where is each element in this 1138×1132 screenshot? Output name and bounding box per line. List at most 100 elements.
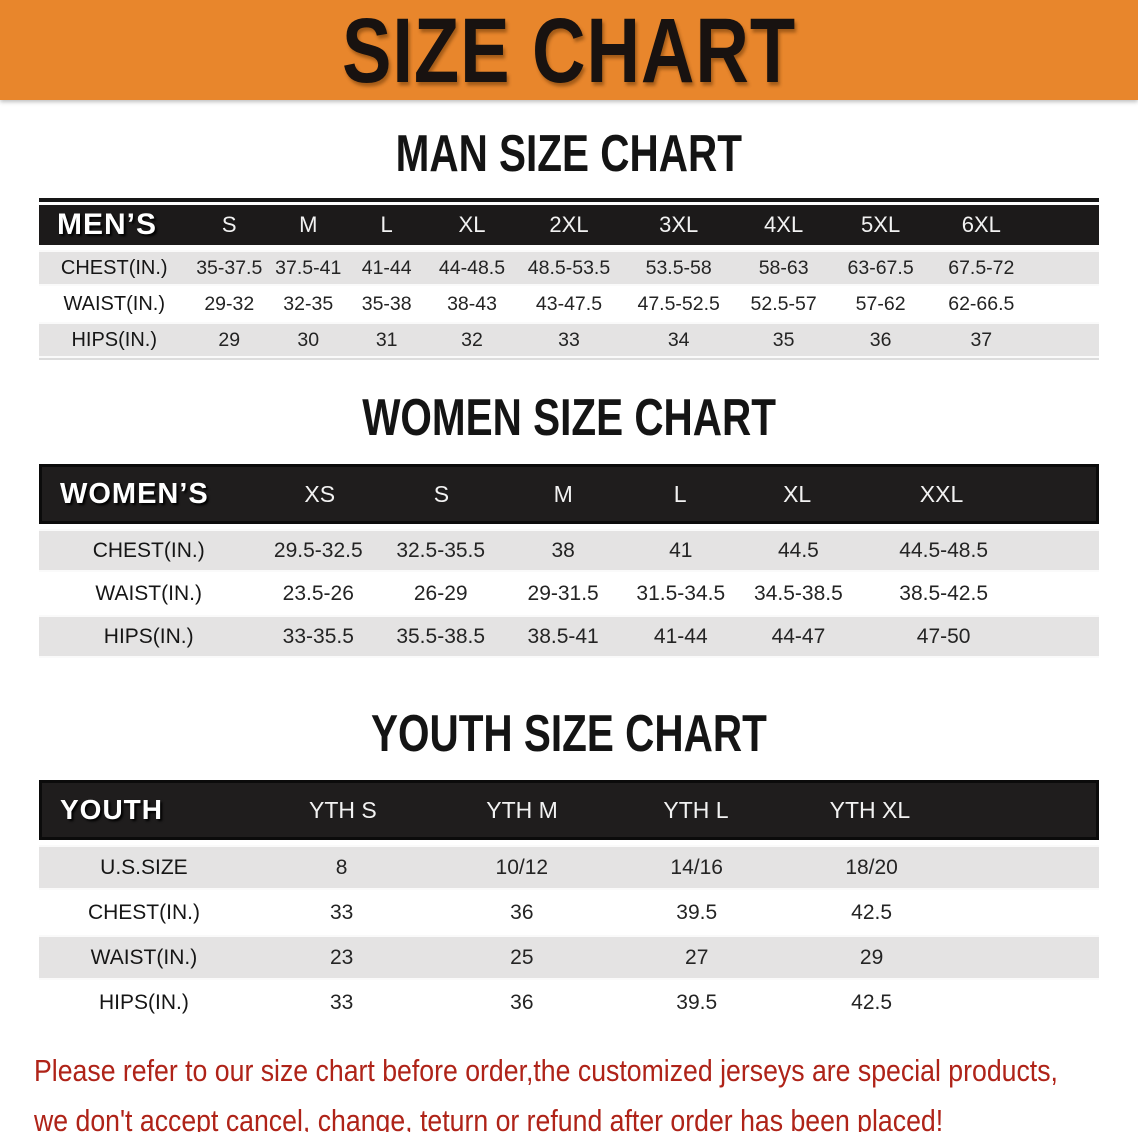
size-value-cell: 48.5-53.5 (527, 256, 611, 279)
column-header: L (673, 480, 687, 507)
size-value-cell: 29-31.5 (527, 581, 599, 605)
column-header: XS (304, 480, 336, 507)
column-header: M (299, 212, 318, 237)
size-value-cell: 29-32 (204, 292, 255, 315)
banner-title: SIZE CHART (341, 0, 797, 102)
table-row: HIPS(IN.) 33 36 39.5 42.5 (39, 980, 1099, 1025)
table-row: HIPS(IN.) 33-35.5 35.5-38.5 38.5-41 41-4… (39, 615, 1099, 658)
size-value-cell: 27 (685, 945, 709, 969)
size-value-cell: 23.5-26 (282, 581, 354, 605)
footer-note: Please refer to our size chart before or… (0, 1049, 1138, 1132)
column-header: XXL (919, 480, 964, 507)
size-value-cell: 39.5 (676, 990, 718, 1014)
size-value-cell: 41-44 (653, 624, 708, 648)
size-value-cell: 47-50 (916, 624, 971, 648)
size-value-cell: 53.5-58 (645, 256, 712, 279)
size-value-cell: 35-37.5 (196, 256, 263, 279)
size-value-cell: 37 (970, 328, 993, 351)
row-label: WAIST(IN.) (90, 945, 198, 969)
youth-section-heading: YOUTH SIZE CHART (0, 658, 1138, 780)
size-value-cell: 33 (558, 328, 580, 351)
size-value-cell: 44.5-48.5 (899, 538, 989, 562)
section-youth: YOUTH SIZE CHART YOUTH YTH S YTH M YTH L… (0, 658, 1138, 1025)
table-header-row: YOUTH YTH S YTH M YTH L YTH XL (39, 780, 1099, 840)
size-value-cell: 33-35.5 (282, 624, 354, 648)
row-label: CHEST(IN.) (60, 256, 168, 279)
size-value-cell: 41-44 (361, 256, 412, 279)
size-value-cell: 44.5 (777, 538, 819, 562)
table-title-cell: WOMEN’S (60, 477, 209, 510)
note-line-1: Please refer to our size chart before or… (34, 1053, 1058, 1088)
row-label: CHEST(IN.) (92, 538, 205, 562)
table-row: WAIST(IN.) 23.5-26 26-29 29-31.5 31.5-34… (39, 572, 1099, 615)
table-row: WAIST(IN.) 23 25 27 29 (39, 935, 1099, 980)
size-value-cell: 34.5-38.5 (754, 581, 843, 605)
column-header: 4XL (764, 212, 804, 237)
size-value-cell: 63-67.5 (847, 256, 914, 279)
size-value-cell: 32-35 (283, 292, 334, 315)
size-value-cell: 8 (335, 855, 348, 879)
size-value-cell: 62-66.5 (948, 292, 1015, 315)
column-header: 5XL (861, 212, 901, 237)
size-value-cell: 10/12 (495, 855, 549, 879)
size-value-cell: 36 (510, 900, 534, 924)
table-header-row: MEN’S S M L XL 2XL 3XL 4XL 5XL 6XL (39, 205, 1099, 245)
column-header: XL (783, 480, 812, 507)
note-line-2: we don't accept cancel, change, teturn o… (34, 1103, 944, 1132)
size-value-cell: 29 (218, 328, 241, 351)
size-value-cell: 42.5 (851, 990, 893, 1014)
youth-heading-text: YOUTH SIZE CHART (371, 703, 767, 763)
column-header: S (221, 212, 237, 237)
size-value-cell: 33 (329, 900, 354, 924)
table-title-cell: YOUTH (60, 794, 163, 825)
size-value-cell: 42.5 (851, 900, 893, 924)
size-value-cell: 38-43 (447, 292, 497, 315)
womens-size-table: WOMEN’S XS S M L XL XXL CHEST(IN.) 29.5-… (39, 464, 1099, 658)
column-header: XL (458, 212, 486, 237)
column-header: 3XL (659, 212, 699, 237)
size-value-cell: 18/20 (845, 855, 898, 879)
size-value-cell: 23 (329, 945, 354, 969)
women-section-heading: WOMEN SIZE CHART (0, 360, 1138, 464)
row-label: WAIST(IN.) (63, 292, 165, 315)
banner: SIZE CHART (0, 0, 1138, 101)
column-header: YTH XL (829, 796, 911, 823)
size-value-cell: 30 (297, 328, 320, 351)
men-section-heading: MAN SIZE CHART (0, 100, 1138, 198)
size-value-cell: 52.5-57 (750, 292, 817, 315)
table-row: U.S.SIZE 8 10/12 14/16 18/20 (39, 845, 1099, 890)
row-label: HIPS(IN.) (71, 328, 158, 351)
size-value-cell: 44-48.5 (438, 256, 506, 279)
table-row: CHEST(IN.) 35-37.5 37.5-41 41-44 44-48.5… (39, 250, 1099, 286)
table-row: WAIST(IN.) 29-32 32-35 35-38 38-43 43-47… (39, 286, 1099, 322)
size-value-cell: 33 (329, 990, 354, 1014)
column-header: L (380, 212, 393, 237)
section-men: MAN SIZE CHART MEN’S S M L XL 2XL 3XL 4X… (0, 100, 1138, 360)
size-value-cell: 38.5-42.5 (899, 581, 989, 605)
section-women: WOMEN SIZE CHART WOMEN’S XS S M L XL XXL… (0, 360, 1138, 658)
row-label: WAIST(IN.) (95, 581, 202, 605)
size-value-cell: 31 (375, 328, 398, 351)
table-row: CHEST(IN.) 29.5-32.5 32.5-35.5 38 41 44.… (39, 529, 1099, 572)
column-header: YTH M (486, 796, 558, 823)
row-label: CHEST(IN.) (87, 900, 200, 924)
size-value-cell: 38.5-41 (527, 624, 599, 648)
mens-size-table: MEN’S S M L XL 2XL 3XL 4XL 5XL 6XL CHEST… (39, 198, 1099, 360)
table-header-row: WOMEN’S XS S M L XL XXL (39, 464, 1099, 524)
size-value-cell: 57-62 (855, 292, 906, 315)
column-header: S (433, 480, 450, 507)
column-header: 2XL (549, 212, 589, 237)
row-label: U.S.SIZE (100, 855, 188, 879)
size-value-cell: 32.5-35.5 (396, 538, 486, 562)
table-row: HIPS(IN.) 29 30 31 32 33 34 35 36 37 (39, 322, 1099, 358)
size-value-cell: 43-47.5 (535, 292, 603, 315)
size-value-cell: 38 (551, 538, 575, 562)
size-value-cell: 34 (667, 328, 690, 351)
size-value-cell: 36 (869, 328, 892, 351)
size-value-cell: 29 (859, 945, 884, 969)
row-label: HIPS(IN.) (103, 624, 194, 648)
size-value-cell: 47.5-52.5 (637, 292, 720, 315)
size-value-cell: 36 (510, 990, 534, 1014)
size-value-cell: 26-29 (413, 581, 468, 605)
